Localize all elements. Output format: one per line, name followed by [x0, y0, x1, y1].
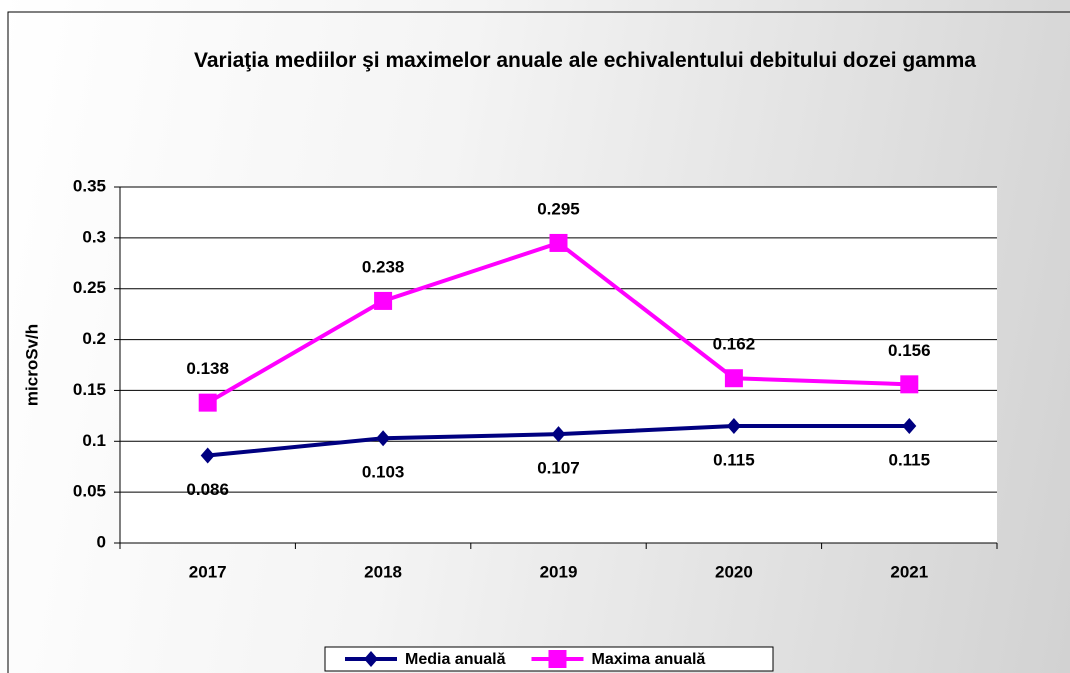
y-tick-label: 0.25 [73, 278, 106, 297]
data-label: 0.238 [362, 257, 405, 276]
legend-label: Maxima anuală [591, 651, 705, 668]
y-tick-label: 0 [97, 532, 106, 551]
y-axis-label: microSv/h [22, 324, 41, 406]
point [900, 375, 919, 394]
legend-label: Media anuală [405, 651, 506, 668]
x-tick-label: 2019 [540, 562, 578, 581]
point [364, 651, 378, 667]
y-tick-label: 0.05 [73, 482, 106, 501]
x-tick-label: 2017 [189, 562, 227, 581]
data-label: 0.156 [888, 341, 931, 360]
data-label: 0.295 [537, 199, 580, 218]
data-label: 0.086 [186, 480, 229, 499]
point [902, 418, 917, 435]
x-tick-label: 2021 [890, 562, 928, 581]
point [200, 447, 215, 464]
chart-title: Variaţia mediilor şi maximelor anuale al… [194, 49, 976, 72]
y-tick-label: 0.15 [73, 380, 106, 399]
data-label: 0.138 [186, 359, 229, 378]
y-tick-label: 0.35 [73, 176, 106, 195]
y-tick-label: 0.2 [82, 329, 106, 348]
chart-border [7, 11, 1070, 673]
point [724, 369, 743, 388]
point [376, 430, 391, 447]
point [549, 233, 568, 252]
y-tick-label: 0.1 [82, 431, 106, 450]
y-tick-label: 0.3 [82, 227, 106, 246]
data-label: 0.107 [537, 459, 580, 478]
data-label: 0.115 [888, 451, 930, 470]
point [551, 426, 566, 443]
point [548, 650, 567, 668]
data-label: 0.162 [713, 335, 756, 354]
data-label: 0.103 [362, 463, 405, 482]
point [198, 393, 217, 412]
x-tick-label: 2018 [364, 562, 402, 581]
point [374, 291, 393, 310]
x-tick-label: 2020 [715, 562, 753, 581]
point [726, 418, 741, 435]
data-label: 0.115 [713, 451, 755, 470]
